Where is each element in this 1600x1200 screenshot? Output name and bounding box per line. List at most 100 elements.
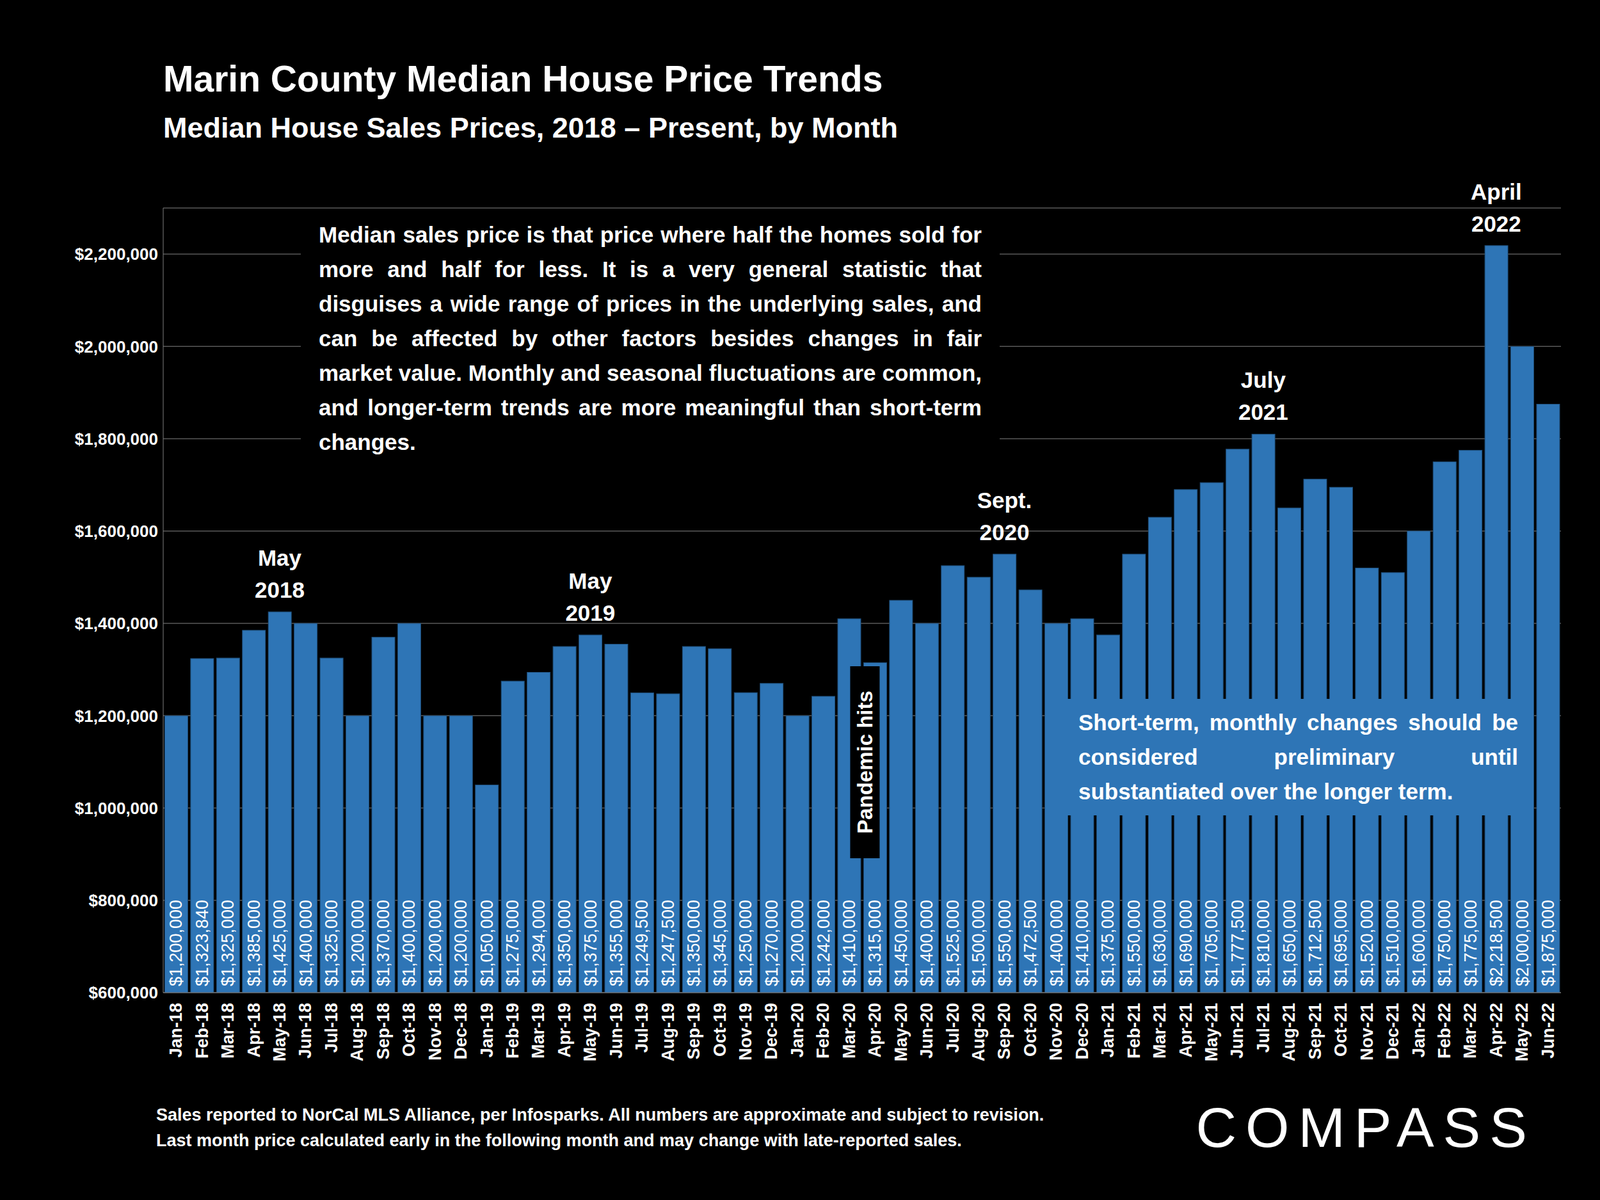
svg-text:$1,550,000: $1,550,000	[995, 899, 1015, 987]
svg-text:$800,000: $800,000	[88, 890, 159, 911]
svg-text:Feb-20: Feb-20	[813, 1002, 833, 1059]
svg-text:Oct-21: Oct-21	[1331, 1002, 1351, 1057]
svg-text:Jun-19: Jun-19	[606, 1002, 626, 1059]
svg-text:$1,050,000: $1,050,000	[477, 899, 497, 987]
svg-text:$1,242,000: $1,242,000	[814, 899, 834, 987]
svg-text:Mar-21: Mar-21	[1150, 1002, 1170, 1059]
svg-text:$1,695,000: $1,695,000	[1331, 899, 1351, 987]
svg-text:$1,350,000: $1,350,000	[554, 899, 575, 987]
svg-text:Jun-21: Jun-21	[1227, 1002, 1247, 1059]
svg-text:$2,200,000: $2,200,000	[74, 244, 159, 264]
svg-text:$1,600,000: $1,600,000	[1409, 899, 1429, 987]
svg-text:May: May	[568, 568, 613, 594]
svg-text:$1,350,000: $1,350,000	[684, 899, 704, 987]
svg-text:Aug-19: Aug-19	[658, 1002, 678, 1062]
svg-text:$2,218,500: $2,218,500	[1486, 899, 1506, 987]
svg-text:$1,550,000: $1,550,000	[1124, 899, 1144, 987]
svg-text:Sep-21: Sep-21	[1305, 1002, 1325, 1060]
svg-text:May-22: May-22	[1512, 1002, 1532, 1062]
svg-text:Aug-20: Aug-20	[968, 1002, 989, 1062]
svg-text:$1,200,000: $1,200,000	[451, 899, 471, 987]
svg-text:May-21: May-21	[1201, 1002, 1222, 1062]
svg-text:2019: 2019	[565, 600, 616, 626]
svg-text:$1,325,000: $1,325,000	[321, 899, 342, 987]
svg-text:2022: 2022	[1471, 211, 1522, 237]
svg-text:May-20: May-20	[891, 1002, 911, 1062]
svg-text:$1,000,000: $1,000,000	[74, 798, 159, 818]
svg-text:Nov-19: Nov-19	[736, 1002, 756, 1061]
svg-text:Oct-19: Oct-19	[710, 1002, 730, 1057]
svg-text:Jan-22: Jan-22	[1409, 1002, 1429, 1058]
svg-text:Jun-18: Jun-18	[295, 1002, 315, 1059]
svg-text:Jan-19: Jan-19	[477, 1002, 497, 1058]
svg-text:$600,000: $600,000	[88, 983, 159, 1003]
svg-text:$1,775,000: $1,775,000	[1461, 899, 1481, 987]
svg-text:$1,410,000: $1,410,000	[1072, 899, 1092, 987]
svg-text:$1,400,000: $1,400,000	[1047, 899, 1067, 987]
svg-text:$2,000,000: $2,000,000	[1512, 899, 1533, 987]
svg-text:May-18: May-18	[270, 1002, 290, 1062]
svg-text:$1,875,000: $1,875,000	[1538, 899, 1558, 987]
svg-text:Feb-21: Feb-21	[1124, 1002, 1144, 1059]
svg-text:$1,315,000: $1,315,000	[865, 899, 885, 987]
svg-text:Nov-18: Nov-18	[425, 1002, 445, 1061]
svg-text:Jan-18: Jan-18	[166, 1002, 186, 1058]
svg-text:$1,355,000: $1,355,000	[606, 899, 626, 987]
svg-text:$1,345,000: $1,345,000	[710, 899, 730, 987]
svg-text:$1,400,000: $1,400,000	[917, 899, 937, 987]
svg-text:Feb-18: Feb-18	[192, 1002, 212, 1059]
svg-text:$1,200,000: $1,200,000	[74, 706, 159, 726]
svg-text:May: May	[257, 545, 303, 571]
svg-text:$1,249,500: $1,249,500	[632, 899, 652, 987]
svg-text:$1,800,000: $1,800,000	[74, 429, 159, 449]
svg-text:$2,000,000: $2,000,000	[74, 337, 159, 357]
svg-text:$1,400,000: $1,400,000	[296, 899, 316, 987]
svg-text:$1,275,000: $1,275,000	[503, 899, 523, 987]
svg-text:Pandemic hits: Pandemic hits	[853, 690, 877, 834]
svg-text:$1,400,000: $1,400,000	[74, 613, 159, 633]
svg-text:Mar-20: Mar-20	[839, 1002, 859, 1059]
svg-text:$1,520,000: $1,520,000	[1357, 899, 1377, 987]
svg-text:July: July	[1240, 367, 1287, 393]
svg-text:Jul-20: Jul-20	[943, 1002, 963, 1053]
svg-text:2018: 2018	[254, 577, 305, 603]
svg-text:Sep-19: Sep-19	[684, 1002, 704, 1060]
svg-text:$1,630,000: $1,630,000	[1150, 899, 1170, 987]
svg-text:Apr-21: Apr-21	[1176, 1002, 1196, 1058]
svg-text:Jun-22: Jun-22	[1538, 1002, 1558, 1059]
svg-text:$1,270,000: $1,270,000	[762, 899, 782, 987]
svg-text:Dec-18: Dec-18	[451, 1002, 471, 1060]
svg-text:Jan-20: Jan-20	[787, 1002, 808, 1058]
svg-text:$1,370,000: $1,370,000	[373, 899, 393, 987]
svg-text:Oct-20: Oct-20	[1020, 1002, 1040, 1057]
svg-text:$1,472,500: $1,472,500	[1020, 899, 1040, 987]
svg-text:Dec-20: Dec-20	[1072, 1002, 1092, 1060]
svg-text:April: April	[1470, 179, 1522, 205]
svg-text:$1,375,000: $1,375,000	[1098, 899, 1118, 987]
svg-text:$1,525,000: $1,525,000	[943, 899, 963, 987]
svg-text:Mar-18: Mar-18	[218, 1002, 238, 1059]
svg-text:Jun-20: Jun-20	[917, 1002, 937, 1059]
svg-text:$1,712,500: $1,712,500	[1305, 899, 1325, 987]
svg-text:$1,750,000: $1,750,000	[1434, 899, 1455, 987]
svg-text:$1,500,000: $1,500,000	[968, 899, 989, 987]
svg-text:Sept.: Sept.	[977, 487, 1033, 513]
svg-text:Apr-18: Apr-18	[244, 1002, 264, 1058]
svg-text:$1,250,000: $1,250,000	[736, 899, 756, 987]
svg-text:$1,200,000: $1,200,000	[425, 899, 445, 987]
svg-text:$1,400,000: $1,400,000	[399, 899, 419, 987]
svg-text:$1,600,000: $1,600,000	[74, 521, 159, 541]
svg-text:Apr-20: Apr-20	[865, 1002, 885, 1058]
svg-text:2021: 2021	[1238, 399, 1289, 425]
svg-text:$1,690,000: $1,690,000	[1176, 899, 1196, 987]
svg-text:Nov-21: Nov-21	[1357, 1002, 1377, 1061]
svg-text:Apr-22: Apr-22	[1486, 1002, 1506, 1058]
svg-text:$1,777,500: $1,777,500	[1228, 899, 1248, 987]
svg-text:$1,510,000: $1,510,000	[1383, 899, 1403, 987]
svg-text:$1,385,000: $1,385,000	[244, 899, 264, 987]
svg-text:Sep-20: Sep-20	[994, 1002, 1014, 1060]
svg-text:$1,410,000: $1,410,000	[839, 899, 859, 987]
svg-text:2020: 2020	[979, 519, 1030, 545]
svg-text:$1,810,000: $1,810,000	[1253, 899, 1273, 987]
svg-text:Dec-21: Dec-21	[1383, 1002, 1403, 1060]
